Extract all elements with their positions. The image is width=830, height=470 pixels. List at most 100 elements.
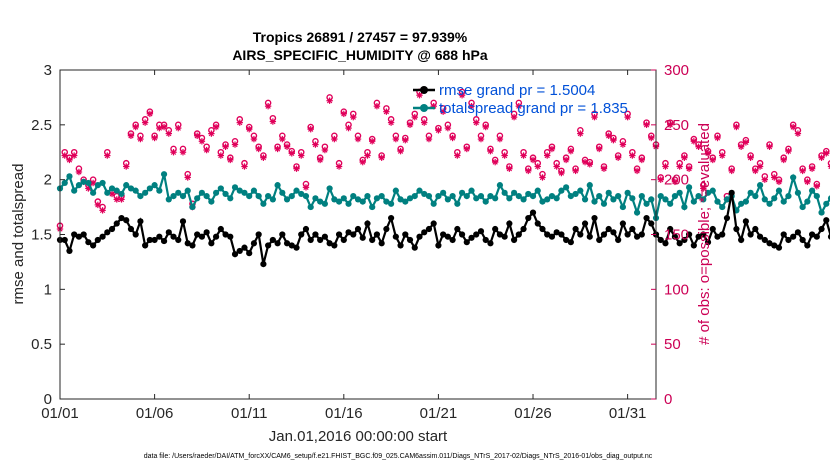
series-point-rmse: [340, 236, 347, 244]
series-point-totalspread: [676, 189, 683, 196]
obs-evaluated-point: [752, 167, 759, 175]
series-point-totalspread: [198, 189, 206, 196]
series-point-rmse: [378, 240, 385, 247]
series-point-totalspread: [61, 179, 68, 187]
x-tick-label: 01/16: [325, 405, 363, 422]
series-point-totalspread: [335, 198, 343, 205]
obs-evaluated-point: [737, 143, 745, 150]
series-point-rmse: [591, 214, 598, 222]
obs-evaluated-point: [350, 113, 357, 121]
series-point-totalspread: [406, 195, 414, 202]
obs-evaluated-point: [288, 150, 295, 157]
obs-evaluated-point: [373, 102, 381, 110]
series-point-totalspread: [525, 190, 532, 198]
obs-evaluated-point: [629, 152, 636, 159]
obs-evaluated-point: [567, 147, 575, 155]
series-point-rmse: [723, 214, 731, 222]
series-point-totalspread: [454, 200, 461, 207]
series-point-totalspread: [686, 184, 693, 191]
series-point-rmse: [785, 236, 792, 244]
series-point-totalspread: [430, 200, 437, 207]
series-point-rmse: [600, 231, 608, 238]
y-left-tick-label: 2: [44, 172, 52, 189]
obs-evaluated-point: [392, 135, 400, 143]
series-point-rmse: [818, 225, 825, 233]
series-point-totalspread: [667, 200, 674, 207]
series-point-totalspread: [90, 189, 97, 196]
series-point-rmse: [369, 236, 376, 244]
obs-evaluated-point: [293, 165, 300, 172]
series-point-totalspread: [629, 195, 636, 202]
series-point-rmse: [85, 239, 92, 246]
series-point-rmse: [293, 244, 300, 251]
series-point-totalspread: [435, 193, 442, 200]
obs-evaluated-point: [558, 169, 565, 177]
obs-evaluated-point: [170, 149, 177, 156]
obs-evaluated-point: [671, 178, 679, 186]
series-point-rmse: [563, 236, 570, 244]
series-point-rmse: [90, 242, 97, 249]
series-point-rmse: [553, 229, 560, 236]
series-point-rmse: [487, 240, 494, 247]
series-point-totalspread: [241, 189, 248, 196]
obs-evaluated-point: [714, 134, 721, 142]
series-point-totalspread: [799, 203, 806, 211]
series-point-rmse: [350, 231, 357, 238]
series-point-rmse: [373, 231, 381, 238]
series-point-rmse: [581, 220, 589, 227]
obs-evaluated-point: [260, 154, 267, 161]
obs-evaluated-point: [562, 156, 570, 164]
series-point-rmse: [127, 225, 135, 233]
series-point-rmse: [208, 240, 215, 247]
obs-evaluated-point: [193, 132, 201, 139]
series-point-totalspread: [468, 187, 475, 194]
series-point-totalspread: [440, 189, 447, 196]
series-point-rmse: [189, 242, 196, 249]
obs-evaluated-point: [548, 145, 556, 153]
series-point-rmse: [610, 229, 617, 236]
series-point-rmse: [813, 233, 820, 240]
series-point-rmse: [577, 231, 584, 238]
obs-evaluated-point: [340, 110, 348, 118]
series-point-totalspread: [279, 189, 286, 196]
series-point-totalspread: [66, 173, 73, 180]
series-point-totalspread: [302, 193, 310, 200]
series-point-totalspread: [818, 209, 825, 216]
series-point-rmse: [733, 225, 740, 233]
obs-evaluated-point: [269, 118, 277, 125]
series-point-rmse: [142, 242, 149, 249]
series-point-totalspread: [808, 187, 816, 194]
series-point-totalspread: [756, 182, 764, 189]
series-point-totalspread: [364, 193, 371, 200]
y-axis-right-label: # of obs: o=possible; *=evaluated: [696, 123, 713, 345]
series-point-totalspread: [477, 193, 485, 200]
obs-evaluated-point: [733, 123, 740, 131]
obs-evaluated-point: [331, 135, 338, 143]
series-point-rmse: [761, 236, 768, 244]
series-point-rmse: [425, 225, 433, 233]
obs-evaluated-point: [529, 156, 537, 164]
series-point-totalspread: [227, 195, 234, 202]
series-point-totalspread: [492, 195, 499, 202]
series-point-totalspread: [236, 187, 243, 194]
series-point-totalspread: [638, 193, 645, 200]
series-point-totalspread: [307, 203, 314, 211]
y-axis-left-label: rmse and totalspread: [10, 164, 27, 305]
series-point-totalspread: [775, 187, 783, 194]
obs-evaluated-point: [132, 123, 139, 131]
series-point-rmse: [515, 231, 522, 238]
obs-evaluated-point: [813, 183, 821, 190]
series-point-totalspread: [700, 196, 707, 203]
series-point-totalspread: [563, 184, 570, 191]
series-point-rmse: [780, 231, 787, 238]
series-point-rmse: [790, 233, 797, 240]
series-point-rmse: [747, 231, 754, 238]
obs-evaluated-point: [298, 152, 305, 159]
series-point-totalspread: [496, 182, 504, 189]
series-point-totalspread: [690, 198, 697, 205]
series-point-rmse: [283, 240, 291, 247]
obs-evaluated-point: [449, 134, 456, 142]
y-right-tick-label: 50: [664, 336, 681, 353]
obs-evaluated-point: [766, 143, 773, 150]
obs-evaluated-point: [586, 161, 593, 168]
